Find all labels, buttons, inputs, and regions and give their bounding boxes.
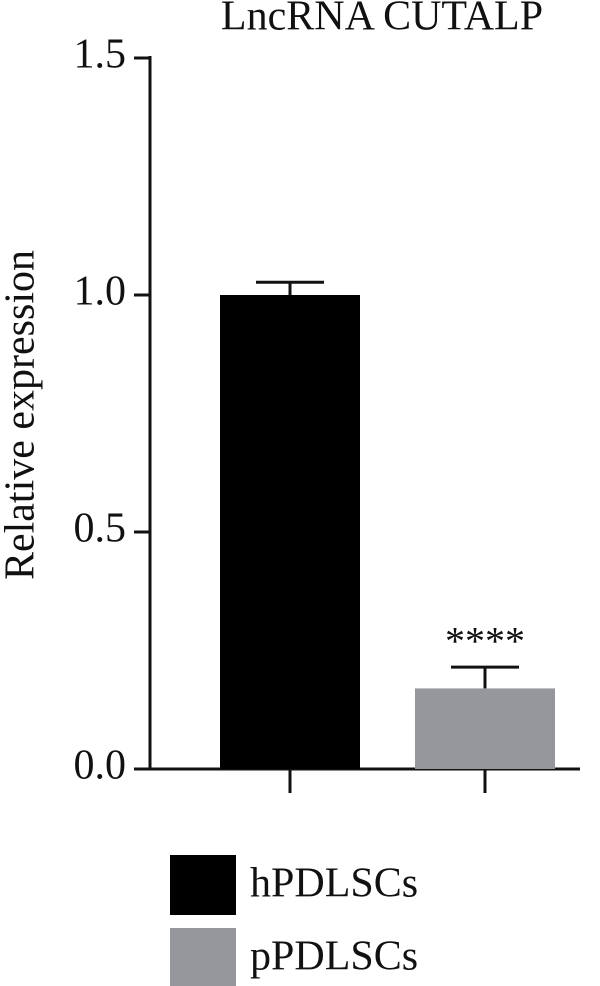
chart-title: LncRNA CUTALP [221,0,543,40]
legend-swatch [170,855,236,915]
y-tick-label: 0.0 [74,743,127,789]
legend-label: hPDLSCs [250,861,418,907]
legend-label: pPDLSCs [250,934,418,980]
legend-swatch [170,928,236,986]
bar [220,295,360,769]
y-tick-label: 0.5 [74,506,127,552]
y-tick-label: 1.5 [74,32,127,78]
y-axis-label: Relative expression [0,250,44,580]
annotation: **** [445,618,525,663]
bar [415,688,555,769]
y-tick-label: 1.0 [74,269,127,315]
